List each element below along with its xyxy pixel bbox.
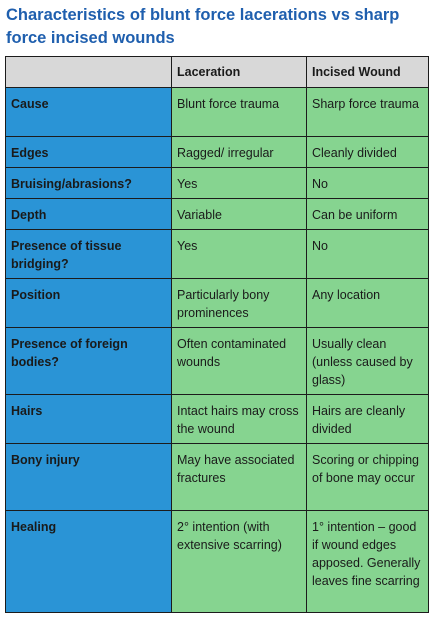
table-row: Bony injury May have associated fracture… [5, 443, 429, 511]
table-row: Depth Variable Can be uniform [5, 198, 429, 230]
incised-cell: Can be uniform [306, 198, 429, 230]
table-row: Hairs Intact hairs may cross the wound H… [5, 394, 429, 444]
table-row: Bruising/abrasions? Yes No [5, 167, 429, 199]
row-label: Position [5, 278, 172, 328]
incised-cell: Usually clean (unless caused by glass) [306, 327, 429, 395]
laceration-cell: May have associated fractures [171, 443, 307, 511]
laceration-cell: Variable [171, 198, 307, 230]
incised-cell: No [306, 229, 429, 279]
incised-cell: Any location [306, 278, 429, 328]
header-corner-cell [5, 56, 172, 88]
comparison-table: Laceration Incised Wound Cause Blunt for… [5, 56, 429, 613]
table-row: Presence of tissue bridging? Yes No [5, 229, 429, 279]
incised-cell: Scoring or chipping of bone may occur [306, 443, 429, 511]
row-label: Bruising/abrasions? [5, 167, 172, 199]
row-label: Edges [5, 136, 172, 168]
row-label: Presence of foreign bodies? [5, 327, 172, 395]
laceration-cell: Yes [171, 167, 307, 199]
incised-cell: Cleanly divided [306, 136, 429, 168]
laceration-cell: Yes [171, 229, 307, 279]
incised-cell: Hairs are cleanly divided [306, 394, 429, 444]
table-row: Healing 2° intention (with extensive sca… [5, 510, 429, 613]
table-row: Cause Blunt force trauma Sharp force tra… [5, 87, 429, 137]
table-header-row: Laceration Incised Wound [5, 56, 429, 88]
header-laceration: Laceration [171, 56, 307, 88]
laceration-cell: Intact hairs may cross the wound [171, 394, 307, 444]
row-label: Hairs [5, 394, 172, 444]
row-label: Healing [5, 510, 172, 613]
laceration-cell: Particularly bony prominences [171, 278, 307, 328]
table-row: Edges Ragged/ irregular Cleanly divided [5, 136, 429, 168]
laceration-cell: Blunt force trauma [171, 87, 307, 137]
laceration-cell: Ragged/ irregular [171, 136, 307, 168]
incised-cell: No [306, 167, 429, 199]
row-label: Cause [5, 87, 172, 137]
table-row: Position Particularly bony prominences A… [5, 278, 429, 328]
incised-cell: 1° intention – good if wound edges appos… [306, 510, 429, 613]
table-row: Presence of foreign bodies? Often contam… [5, 327, 429, 395]
row-label: Depth [5, 198, 172, 230]
laceration-cell: Often contaminated wounds [171, 327, 307, 395]
page-title: Characteristics of blunt force laceratio… [6, 6, 400, 47]
row-label: Presence of tissue bridging? [5, 229, 172, 279]
incised-cell: Sharp force trauma [306, 87, 429, 137]
row-label: Bony injury [5, 443, 172, 511]
header-incised-wound: Incised Wound [306, 56, 429, 88]
laceration-cell: 2° intention (with extensive scarring) [171, 510, 307, 613]
